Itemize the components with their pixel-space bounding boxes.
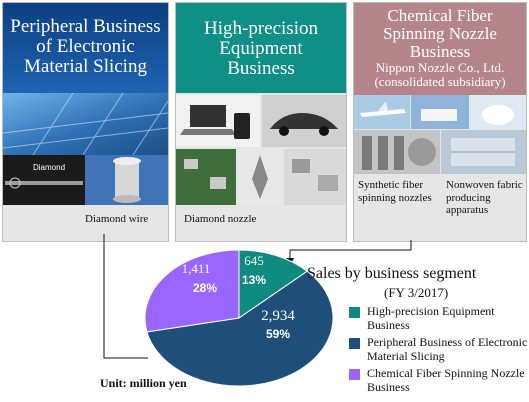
- legend-label-slicing: Peripheral Business of Electronic Materi…: [367, 335, 528, 363]
- pie-value-label-slicing: 2,934: [261, 308, 295, 324]
- panel-nozzle: Chemical Fiber Spinning Nozzle Business Ni…: [353, 2, 527, 242]
- unit-label: Unit: million yen: [100, 376, 187, 390]
- legend-swatch-equipment: [349, 307, 360, 318]
- pie-slice-equipment: [238, 249, 309, 319]
- pie-value-label-equipment: 645: [244, 253, 264, 268]
- pie-slice-nozzle: [144, 249, 240, 333]
- pie-percent-label-nozzle: 28%: [193, 281, 217, 295]
- panel-slicing: Peripheral Business of Electronic Material…: [2, 2, 169, 242]
- panel-slicing-header: [3, 3, 168, 93]
- panel-equipment: High-precision Equipment Business Diamond …: [175, 2, 347, 242]
- laptop-phone-photo: [176, 95, 260, 147]
- legend-item-slicing: Peripheral Business of Electronic Materi…: [349, 335, 529, 364]
- mask-photo: [470, 95, 526, 129]
- spinning-nozzles-photo: [354, 130, 440, 174]
- panel-nozzle-subtitle: Nippon Nozzle Co., Ltd. (consolidated sub…: [374, 60, 506, 89]
- diamond-label: Diamond: [33, 163, 66, 172]
- diamond-nozzle-photo: [238, 149, 282, 205]
- legend-label-nozzle: Chemical Fiber Spinning Nozzle Business: [367, 366, 525, 394]
- nonwoven-apparatus-photo: [441, 130, 526, 174]
- panel-equipment-title: High-precision Equipment Business: [204, 18, 318, 79]
- airplane-photo: [354, 95, 410, 129]
- circuit-board-photo: [176, 149, 236, 205]
- panel-nozzle-header: [354, 3, 526, 95]
- chart-subtitle: (FY 3/2017): [384, 285, 449, 300]
- pie-value-label-nozzle: 1,411: [182, 261, 211, 276]
- car-photo: [262, 95, 346, 147]
- panel-equipment-header: [176, 3, 346, 93]
- caption-spinning-nozzles: Synthetic fiber spinning nozzles: [358, 179, 432, 204]
- caption-diamond-wire: Diamond wire: [85, 213, 149, 225]
- precision-parts-photo: [284, 149, 346, 205]
- solar-panel-photo: [3, 93, 168, 155]
- caption-nonwoven-apparatus: Nonwoven fabric producing apparatus: [446, 179, 523, 217]
- pie-percent-label-equipment: 13%: [242, 273, 266, 287]
- panel-nozzle-title: Chemical Fiber Spinning Nozzle Business: [383, 6, 497, 61]
- chart-title: Sales by business segment: [307, 265, 477, 282]
- connector-lines: [103, 234, 412, 359]
- wire-spool-photo: [85, 155, 168, 205]
- diamond-wire-photo: Diamond: [3, 155, 85, 205]
- legend-item-nozzle: Chemical Fiber Spinning Nozzle Business: [349, 366, 529, 395]
- legend-swatch-nozzle: [349, 369, 360, 380]
- panel-slicing-title: Peripheral Business of Electronic Material…: [10, 16, 161, 77]
- vehicle-photo: [411, 95, 469, 129]
- pie-percent-label-slicing: 59%: [266, 327, 290, 341]
- legend-swatch-slicing: [349, 338, 360, 349]
- pie-slice-slicing: [146, 270, 334, 387]
- legend-item-equipment: High-precision Equipment Business: [349, 304, 529, 333]
- legend-label-equipment: High-precision Equipment Business: [367, 304, 495, 332]
- caption-diamond-nozzle: Diamond nozzle: [184, 213, 257, 225]
